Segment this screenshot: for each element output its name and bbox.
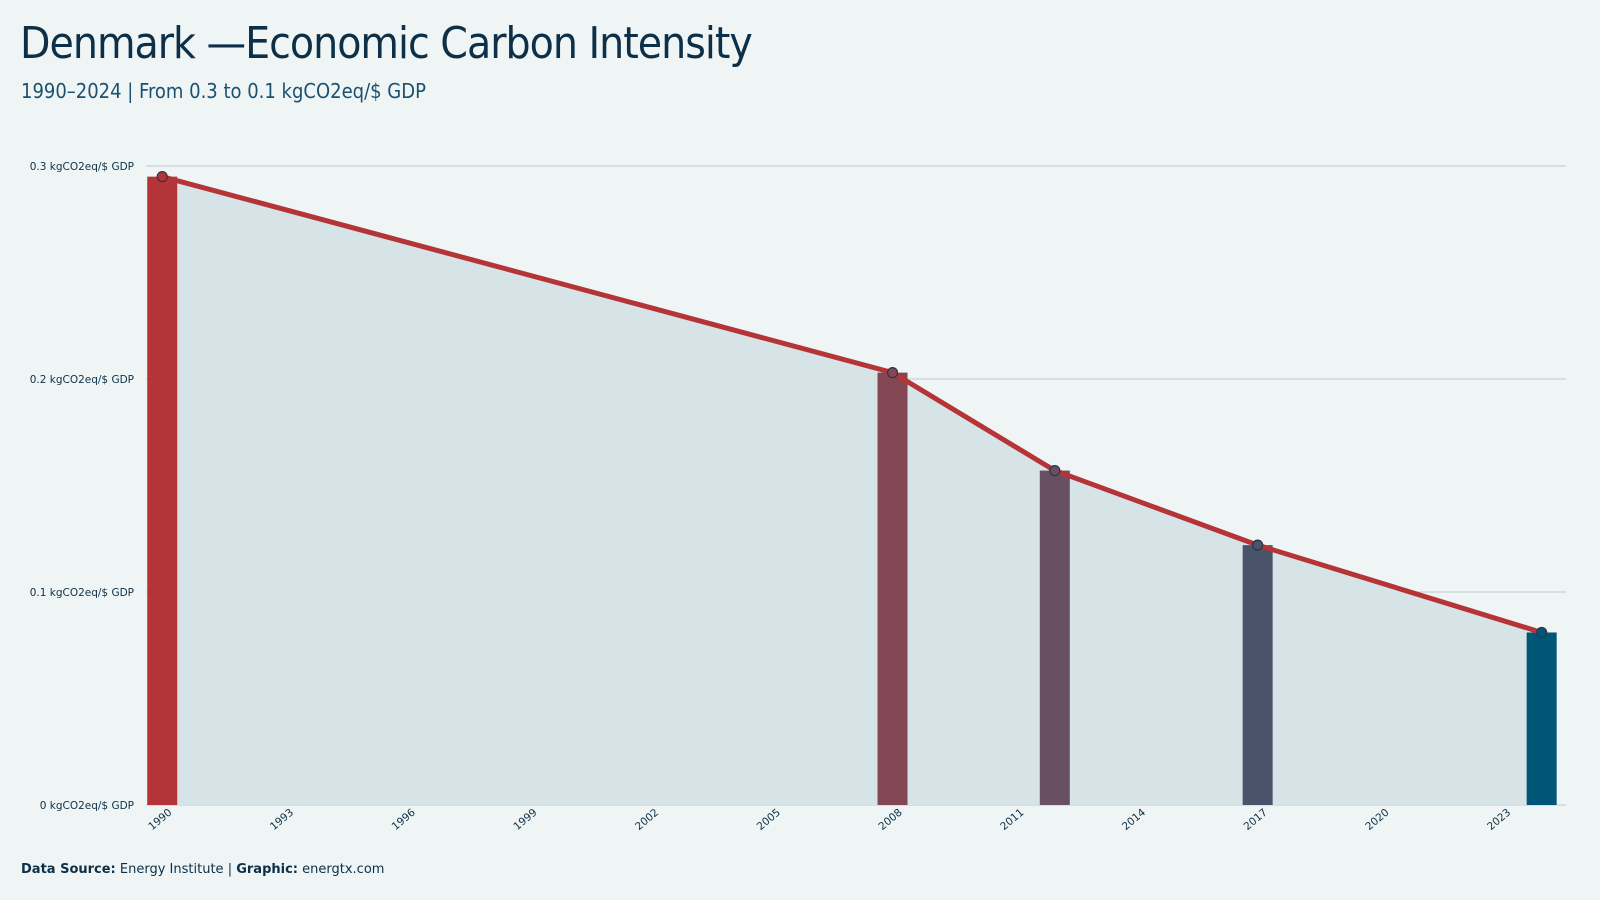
- x-tick-label: 2017: [1242, 807, 1270, 833]
- footer-credits: Data Source: Energy Institute | Graphic:…: [21, 862, 384, 877]
- chart-subtitle: 1990–2024 | From 0.3 to 0.1 kgCO2eq/$ GD…: [21, 79, 426, 103]
- highlight-bar: [877, 372, 908, 805]
- data-point: [1536, 626, 1548, 639]
- x-tick-label: 1993: [268, 807, 296, 833]
- x-tick-label: 1996: [390, 806, 418, 833]
- footer-separator: |: [227, 862, 233, 877]
- highlight-bar: [1526, 632, 1557, 805]
- graphic-label: Graphic:: [236, 862, 298, 877]
- data-point: [1049, 464, 1061, 477]
- graphic-value: energtx.com: [302, 862, 385, 877]
- x-tick-label: 2014: [1120, 806, 1148, 833]
- area-fill: [162, 176, 1542, 805]
- highlight-bar: [147, 176, 178, 805]
- x-tick-label: 2023: [1485, 807, 1513, 833]
- x-tick-label: 2011: [998, 807, 1026, 833]
- y-tick-label: 0 kgCO2eq/$ GDP: [40, 800, 134, 812]
- source-label: Data Source:: [21, 862, 116, 877]
- x-tick-label: 2020: [1363, 807, 1391, 833]
- chart-title: Denmark —Economic Carbon Intensity: [20, 18, 753, 69]
- x-tick-label: 1999: [511, 807, 539, 833]
- data-point: [886, 367, 899, 379]
- data-point: [156, 171, 168, 183]
- highlight-bar: [1242, 545, 1273, 805]
- y-tick-label: 0.2 kgCO2eq/$ GDP: [30, 374, 134, 386]
- x-tick-label: 2005: [755, 807, 783, 833]
- y-tick-label: 0.3 kgCO2eq/$ GDP: [30, 161, 134, 173]
- source-value: Energy Institute: [119, 862, 224, 877]
- data-point: [1252, 539, 1264, 551]
- x-tick-label: 1990: [146, 807, 174, 833]
- y-tick-label: 0.1 kgCO2eq/$ GDP: [30, 587, 134, 599]
- x-tick-label: 2008: [876, 807, 904, 833]
- highlight-bar: [1039, 470, 1070, 805]
- x-tick-label: 2002: [633, 807, 661, 833]
